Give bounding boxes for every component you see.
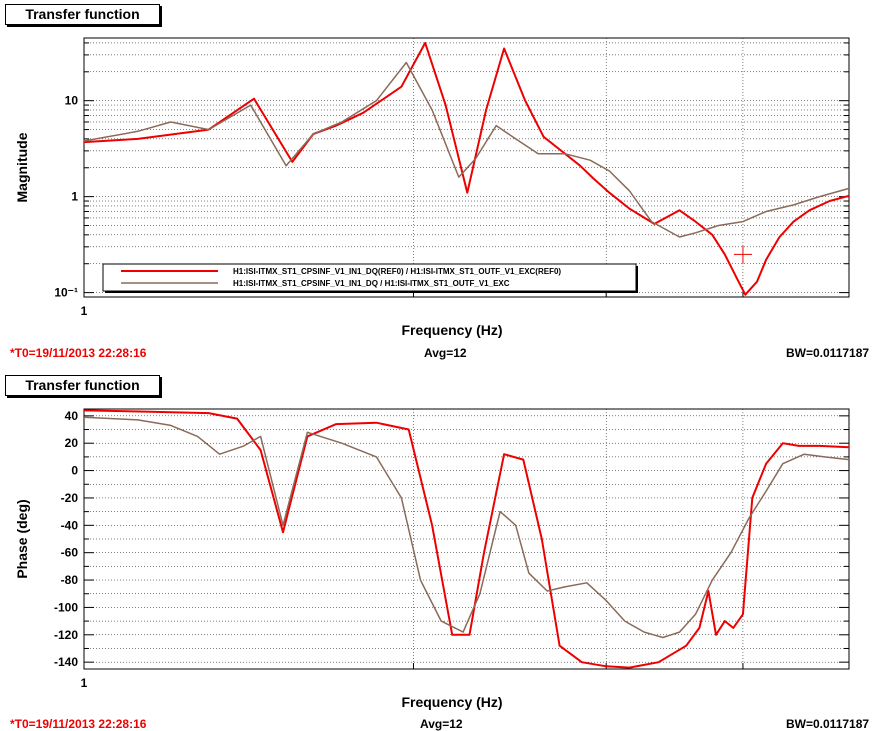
y-tick-label: 10	[65, 94, 79, 108]
legend: H1:ISI-ITMX_ST1_CPSINF_V1_IN1_DQ(REF0) /…	[102, 263, 638, 293]
panel-1-title: Transfer function	[5, 4, 160, 25]
series-line-live	[83, 61, 850, 238]
panel-1-bw: BW=0.0117187	[786, 346, 870, 360]
y-tick-label: -120	[54, 628, 78, 642]
legend-entry: H1:ISI-ITMX_ST1_CPSINF_V1_IN1_DQ(REF0) /…	[233, 267, 561, 276]
y-tick-label: 40	[65, 409, 79, 423]
y-tick-label: -40	[61, 518, 79, 532]
x-axis-label: Frequency (Hz)	[401, 322, 502, 338]
legend-box	[102, 263, 637, 292]
y-tick-label: 0	[71, 464, 78, 478]
plot-frame	[83, 37, 850, 298]
series-line-ref	[83, 409, 850, 669]
panel-2-bw: BW=0.0117187	[786, 717, 870, 731]
y-axis-label: Magnitude	[14, 132, 30, 202]
x-tick-label: 1	[81, 676, 88, 690]
x-tick-label: 1	[81, 304, 88, 318]
panel-1-t0: *T0=19/11/2013 22:28:16	[10, 346, 147, 360]
y-tick-label: -20	[61, 491, 79, 505]
y-tick-label: -100	[54, 600, 78, 614]
legend-entry: H1:ISI-ITMX_ST1_CPSINF_V1_IN1_DQ / H1:IS…	[233, 279, 510, 288]
panel-2-avg: Avg=12	[420, 717, 463, 731]
y-tick-label: -60	[61, 546, 79, 560]
y-tick-label: 20	[65, 436, 79, 450]
panel-2-t0: *T0=19/11/2013 22:28:16	[10, 717, 147, 731]
panel-1-avg: Avg=12	[424, 346, 467, 360]
y-tick-label: -140	[54, 655, 78, 669]
y-tick-label: 10⁻¹	[54, 286, 78, 300]
y-tick-label: -80	[61, 573, 79, 587]
series-line-ref	[83, 41, 850, 296]
y-tick-label: 1	[71, 190, 78, 204]
x-axis-label: Frequency (Hz)	[401, 694, 502, 710]
panel-2-title: Transfer function	[5, 375, 160, 396]
series-line-live	[83, 416, 850, 639]
y-axis-label: Phase (deg)	[14, 499, 30, 578]
